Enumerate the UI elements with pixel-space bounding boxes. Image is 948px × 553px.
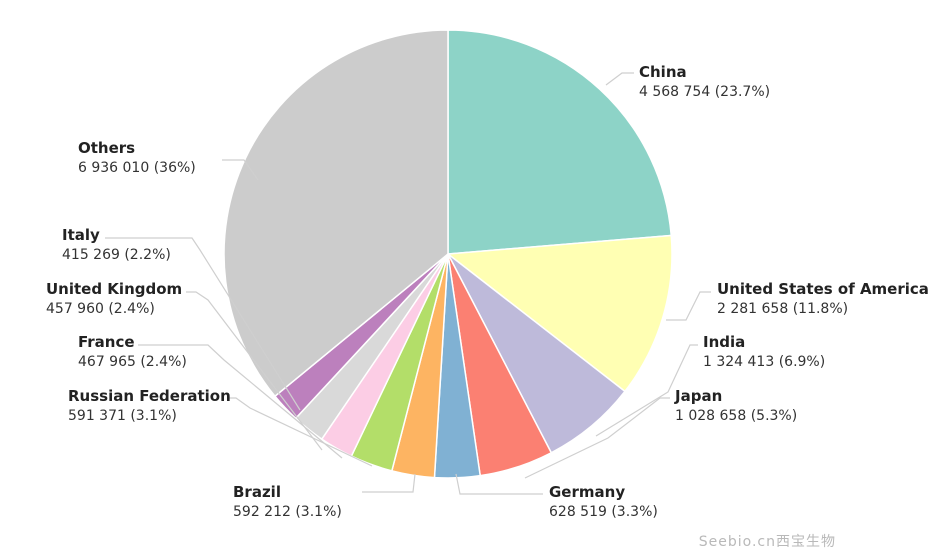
pie-slice-china [447, 29, 673, 255]
slice-label-value: 2 281 658 (11.8%) [717, 301, 848, 317]
slice-label-name: United States of America [717, 280, 929, 298]
slice-label-value: 467 965 (2.4%) [78, 354, 187, 370]
leader-line [455, 473, 543, 495]
leader-lines [105, 72, 711, 495]
slice-label-value: 457 960 (2.4%) [46, 301, 155, 317]
leader-line [228, 397, 373, 467]
slice-label-value: 592 212 (3.1%) [233, 504, 342, 520]
slice-label-name: India [703, 333, 745, 351]
slice-label-name: France [78, 333, 135, 351]
pie-slices [223, 29, 673, 479]
leader-line [186, 291, 323, 451]
pie-slice-others [223, 29, 449, 398]
slice-label-value: 6 936 010 (36%) [78, 160, 196, 176]
leader-line [524, 397, 670, 479]
slice-label-value: 1 028 658 (5.3%) [675, 408, 797, 424]
leader-line [666, 291, 711, 321]
slice-label-name: Germany [549, 483, 625, 501]
slice-label-name: Japan [674, 387, 722, 405]
slice-label-name: Russian Federation [68, 387, 231, 405]
slice-label-value: 415 269 (2.2%) [62, 247, 171, 263]
slice-label-name: United Kingdom [46, 280, 182, 298]
slice-label-name: Italy [62, 226, 100, 244]
slice-label-value: 1 324 413 (6.9%) [703, 354, 825, 370]
pie-slice-united-states-of-america [446, 234, 673, 393]
slice-label-name: Brazil [233, 483, 281, 501]
slice-label-value: 591 371 (3.1%) [68, 408, 177, 424]
leader-line [105, 237, 301, 411]
slice-label-name: China [639, 63, 687, 81]
leader-line [138, 344, 343, 459]
leader-line [605, 72, 634, 86]
slice-label-name: Others [78, 139, 135, 157]
leader-line [595, 344, 698, 437]
leader-line [222, 159, 259, 181]
leader-line [362, 473, 416, 493]
slice-label-value: 4 568 754 (23.7%) [639, 84, 770, 100]
watermark: Seebio.cn西宝生物 [698, 534, 836, 550]
slice-labels: China 4 568 754 (23.7%) United States of A… [46, 63, 929, 520]
slice-label-value: 628 519 (3.3%) [549, 504, 658, 520]
